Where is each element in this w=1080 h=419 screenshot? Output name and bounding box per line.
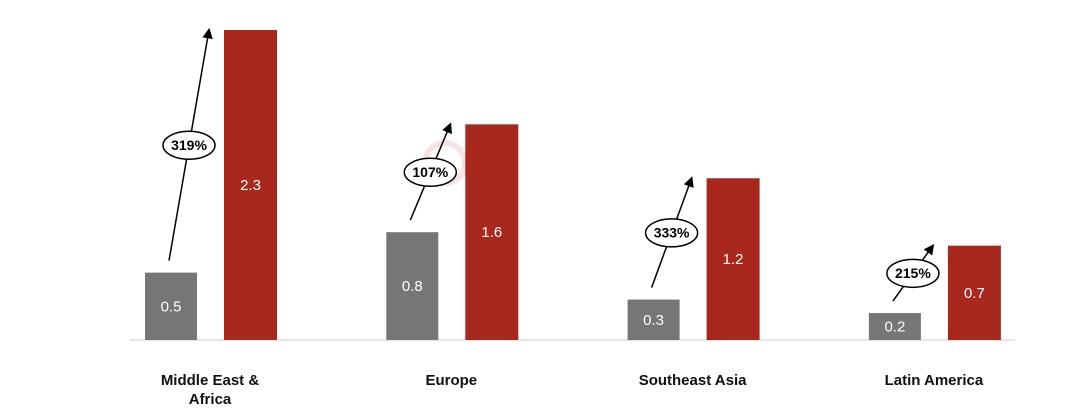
value-label: 0.3: [643, 312, 664, 329]
bar: [627, 299, 680, 340]
x-tick-label: Latin America: [884, 372, 984, 389]
x-tick-label: Southeast Asia: [638, 372, 747, 389]
growth-label: 319%: [171, 137, 207, 153]
growth-label: 333%: [654, 225, 690, 241]
value-label: 1.6: [481, 224, 502, 241]
bar: [706, 178, 760, 340]
value-label: 0.8: [402, 278, 423, 295]
growth-label: 107%: [412, 164, 448, 180]
growth-badge: [886, 258, 940, 289]
bar: [386, 232, 439, 340]
growth-badge: [403, 157, 458, 188]
value-label: 0.5: [161, 298, 182, 315]
bar: [224, 30, 277, 340]
x-tick-label: Middle East & Africa: [160, 372, 260, 408]
bar: [947, 245, 1001, 340]
x-tick-label: Europe: [425, 372, 478, 389]
value-label: 1.2: [723, 251, 744, 268]
growth-label: 215%: [895, 265, 931, 281]
bar: [868, 313, 921, 340]
bar: [145, 272, 197, 340]
value-label: 0.2: [884, 318, 905, 335]
value-label: 2.3: [240, 177, 261, 194]
value-label: 0.7: [964, 285, 985, 302]
growth-badge: [644, 218, 699, 248]
growth-badge: [162, 130, 216, 161]
bar: [465, 124, 519, 340]
